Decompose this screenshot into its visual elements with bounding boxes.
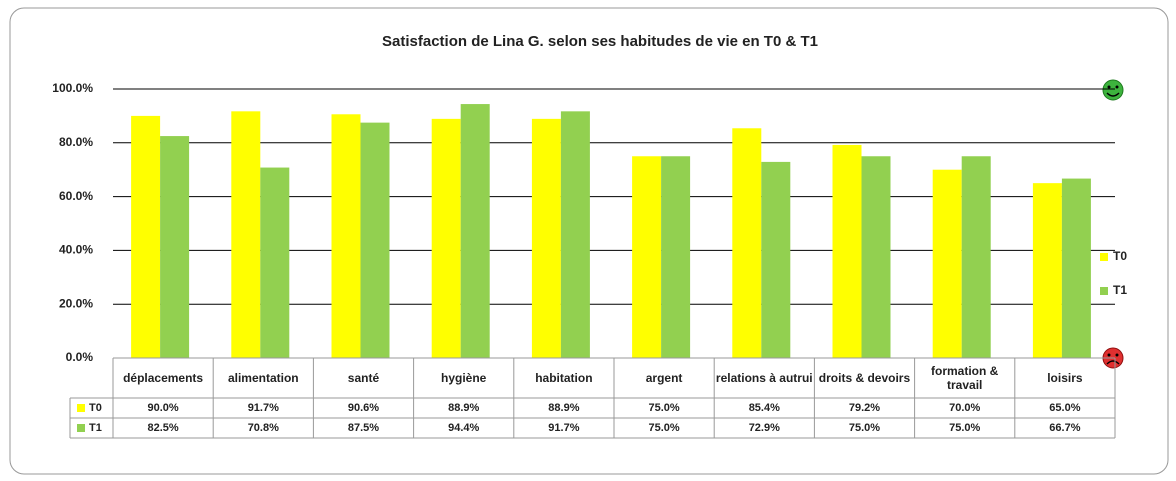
table-value: 66.7% — [1049, 422, 1080, 434]
bar — [861, 156, 891, 358]
y-tick-label: 20.0% — [59, 296, 93, 310]
table-value: 75.0% — [648, 402, 679, 414]
table-value: 91.7% — [548, 422, 579, 434]
bar — [1061, 178, 1091, 358]
x-tick-label: argent — [645, 371, 683, 385]
bar — [160, 136, 190, 358]
table-legend-label: T0 — [89, 402, 102, 414]
category-cell: alimentation — [227, 371, 299, 385]
table-value: 75.0% — [849, 422, 880, 434]
y-tick-label: 100.0% — [52, 81, 93, 95]
bar — [761, 161, 791, 358]
table-value: 85.4% — [749, 402, 780, 414]
table-legend-key — [77, 424, 85, 432]
table-value: 87.5% — [348, 422, 379, 434]
category-cell: droits & devoirs — [818, 371, 911, 385]
table-value: 70.8% — [248, 422, 279, 434]
table-value: 90.0% — [147, 402, 178, 414]
x-tick-label: relations à autrui — [715, 371, 813, 385]
bar — [961, 156, 991, 358]
legend-label: T0 — [1113, 249, 1127, 263]
x-tick-label: loisirs — [1047, 371, 1083, 385]
x-tick-label: hygiène — [441, 371, 487, 385]
category-cell: relations à autrui — [715, 371, 813, 385]
legend-key — [1100, 287, 1108, 295]
x-tick-label: santé — [347, 371, 380, 385]
bar — [932, 169, 962, 358]
table-value: 90.6% — [348, 402, 379, 414]
bar — [331, 114, 361, 358]
table-value: 88.9% — [548, 402, 579, 414]
table-value: 82.5% — [147, 422, 178, 434]
x-tick-label: alimentation — [227, 371, 299, 385]
chart-title: Satisfaction de Lina G. selon ses habitu… — [382, 33, 818, 50]
table-value: 75.0% — [949, 422, 980, 434]
table-value: 72.9% — [749, 422, 780, 434]
category-cell: déplacements — [123, 371, 204, 385]
x-tick-label: formation & travail — [931, 364, 999, 392]
category-cell: formation & travail — [931, 364, 999, 392]
x-tick-label: droits & devoirs — [818, 371, 911, 385]
y-tick-label: 60.0% — [59, 189, 93, 203]
bar — [560, 111, 590, 359]
category-cell: loisirs — [1047, 371, 1083, 385]
legend-label: T1 — [1113, 283, 1127, 297]
bar — [732, 128, 762, 358]
bar — [832, 144, 862, 358]
bar — [632, 156, 662, 358]
bar — [661, 156, 691, 358]
y-tick-label: 0.0% — [66, 350, 94, 364]
bar — [1032, 183, 1062, 358]
category-cell: hygiène — [441, 371, 487, 385]
category-cell: argent — [645, 371, 683, 385]
table-legend-key — [77, 404, 85, 412]
category-cell: habitation — [535, 371, 593, 385]
bar — [360, 122, 390, 358]
happy-icon — [1102, 79, 1124, 101]
table-value: 91.7% — [248, 402, 279, 414]
y-tick-label: 80.0% — [59, 135, 93, 149]
table-legend-label: T1 — [89, 422, 102, 434]
y-tick-label: 40.0% — [59, 243, 93, 257]
x-tick-label: déplacements — [123, 371, 204, 385]
bar — [231, 111, 261, 359]
table-value: 75.0% — [648, 422, 679, 434]
bar — [531, 118, 561, 358]
table-value: 88.9% — [448, 402, 479, 414]
table-value: 79.2% — [849, 402, 880, 414]
table-value: 70.0% — [949, 402, 980, 414]
bar — [131, 115, 161, 359]
legend-key — [1100, 253, 1108, 261]
bar — [460, 104, 490, 359]
table-value: 94.4% — [448, 422, 479, 434]
x-tick-label: habitation — [535, 371, 593, 385]
table-value: 65.0% — [1049, 402, 1080, 414]
category-cell: santé — [347, 371, 380, 385]
bar — [431, 118, 461, 358]
bar — [260, 167, 290, 358]
